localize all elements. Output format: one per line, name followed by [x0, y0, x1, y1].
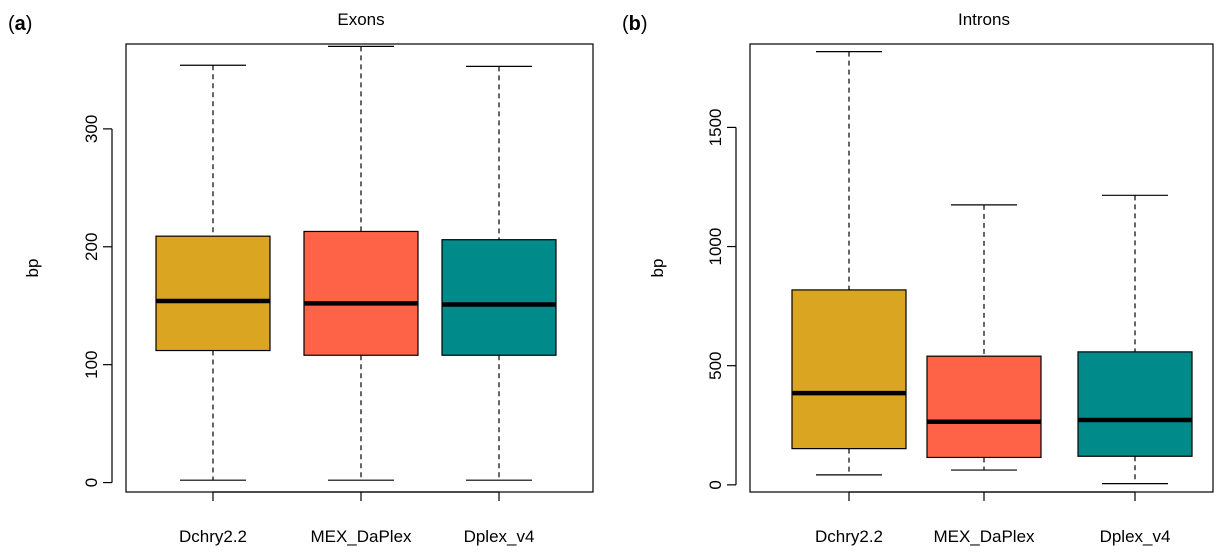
x-tick-label: MEX_DaPlex: [310, 527, 412, 546]
iqr-box: [791, 289, 907, 450]
box-group: [155, 64, 271, 481]
box-group: [441, 65, 557, 481]
box-group: [1077, 194, 1193, 485]
iqr-box: [441, 239, 557, 356]
iqr-box: [926, 355, 1042, 459]
y-tick-label: 200: [82, 233, 101, 261]
x-tick-label: Dchry2.2: [815, 527, 883, 546]
iqr-box: [1077, 351, 1193, 457]
iqr-box: [303, 230, 419, 356]
y-axis-label: bp: [648, 259, 667, 278]
y-axis-label: bp: [23, 259, 42, 278]
box-group: [303, 45, 419, 481]
panel-letter: (b): [622, 13, 648, 35]
box-group: [791, 51, 907, 476]
x-tick-label: MEX_DaPlex: [933, 527, 1035, 546]
exons-panel: (a) Exons 0 100 200 300 bp Dchry2.2 MEX_DaPlex Dp…: [0, 0, 610, 552]
y-tick-label: 100: [82, 350, 101, 378]
x-tick-label: Dchry2.2: [179, 527, 247, 546]
y-tick-label: 0: [82, 478, 101, 487]
y-tick-label: 300: [82, 115, 101, 143]
y-tick-label: 1000: [706, 228, 725, 266]
panel-letter: (a): [8, 13, 32, 35]
panel-letter-text: a: [15, 13, 27, 35]
chart-title: Introns: [958, 10, 1010, 29]
y-tick-label: 0: [706, 480, 725, 489]
exons-boxplot: (a) Exons 0 100 200 300 bp Dchry2.2 MEX_DaPlex Dp…: [8, 10, 594, 546]
panel-letter-text: b: [629, 13, 641, 35]
y-tick-label: 500: [706, 352, 725, 380]
x-tick-label: Dplex_v4: [464, 527, 535, 546]
y-tick-label: 1500: [706, 108, 725, 146]
iqr-box: [155, 235, 271, 352]
chart-title: Exons: [337, 10, 384, 29]
introns-panel: (b) Introns 0 500 1000 1500 bp Dchry2.2 MEX_DaPl…: [611, 0, 1221, 552]
box-group: [926, 204, 1042, 471]
x-tick-label: Dplex_v4: [1100, 527, 1171, 546]
introns-boxplot: (b) Introns 0 500 1000 1500 bp Dchry2.2 MEX_DaPl…: [622, 10, 1214, 546]
